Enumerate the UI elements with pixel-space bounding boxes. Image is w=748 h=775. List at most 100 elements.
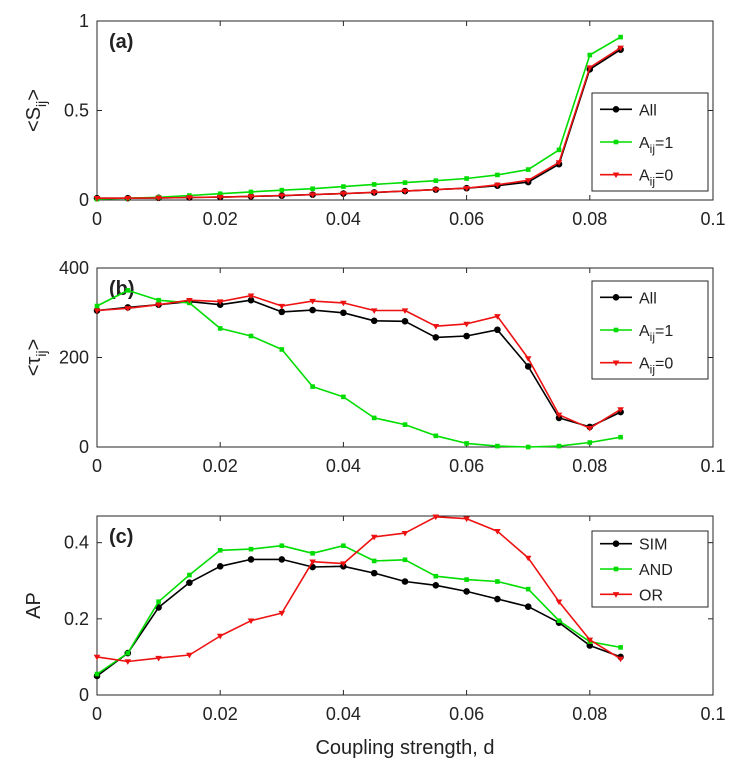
data-point-or	[432, 514, 440, 521]
series-all	[93, 46, 624, 202]
x-tick-label: 0.1	[700, 704, 725, 724]
data-point-sim	[463, 588, 470, 595]
data-point-all	[309, 306, 316, 314]
legend-label-sub: ij	[650, 142, 655, 156]
data-point-aij1	[217, 326, 223, 331]
data-point-sim	[186, 579, 193, 586]
series-line-sim	[96, 558, 621, 677]
legend-label: All	[639, 102, 657, 119]
data-point-and	[371, 558, 377, 564]
series-aij0	[93, 293, 624, 432]
series-line-aij1	[96, 289, 621, 448]
data-point-aij1	[464, 176, 469, 181]
legend-marker	[613, 139, 619, 145]
data-point-all	[278, 308, 286, 316]
legend-label-sub: ij	[650, 175, 655, 189]
legend-item-all: All	[600, 102, 657, 119]
data-point-aij0	[124, 306, 132, 312]
data-point-aij0	[617, 407, 624, 413]
series-and	[94, 543, 623, 677]
data-point-sim	[432, 582, 440, 589]
data-point-aij0	[340, 191, 347, 197]
legend-label: Aij=1	[639, 323, 673, 344]
data-point-aij1	[341, 184, 346, 189]
data-point-aij0	[524, 356, 532, 362]
data-point-and	[618, 645, 623, 650]
x-tick-label: 0.08	[572, 209, 607, 229]
data-point-and	[495, 579, 500, 584]
x-axis-title: Coupling strength, d	[315, 737, 494, 759]
data-point-aij0	[309, 298, 316, 305]
data-point-aij0	[155, 302, 162, 309]
x-tick-label: 0.04	[326, 704, 361, 724]
data-point-aij1	[618, 34, 623, 40]
data-point-and	[341, 543, 346, 549]
y-axis-label: <τij>	[23, 339, 49, 377]
data-point-sim	[370, 569, 378, 577]
data-point-all	[494, 326, 501, 334]
series-line-and	[96, 544, 621, 675]
x-tick-label: 0	[92, 456, 102, 476]
data-point-aij1	[248, 189, 254, 195]
series-sim	[93, 556, 624, 680]
data-point-and	[402, 557, 408, 563]
legend-label-main: SIM	[639, 537, 667, 554]
data-point-or	[524, 555, 532, 562]
series-line-all	[97, 48, 622, 199]
data-point-all	[463, 332, 470, 340]
legend-label: All	[639, 290, 657, 307]
data-point-and	[556, 618, 562, 624]
data-point-aij1	[495, 172, 500, 178]
y-axis-label-close: >	[23, 339, 45, 351]
data-point-aij1	[217, 191, 223, 197]
data-point-aij0	[401, 188, 409, 195]
x-tick-label: 0.02	[203, 704, 238, 724]
data-point-aij1	[525, 444, 531, 450]
data-point-aij0	[586, 426, 594, 432]
data-point-aij0	[186, 298, 193, 304]
data-point-or	[617, 656, 624, 663]
data-point-aij1	[587, 440, 593, 445]
data-point-aij0	[494, 182, 501, 189]
data-point-and	[94, 671, 100, 677]
data-point-sim	[278, 556, 286, 563]
legend-label-suffix: =1	[655, 135, 673, 152]
legend-item-aij0: Aij=0	[600, 356, 673, 377]
y-tick-label: 0	[79, 685, 89, 705]
data-point-aij1	[433, 433, 439, 439]
data-point-aij1	[94, 303, 100, 309]
data-point-or	[586, 637, 594, 644]
data-point-aij1	[371, 415, 377, 421]
data-point-aij1	[279, 347, 285, 352]
y-tick-label: 1	[79, 11, 89, 31]
data-point-aij0	[124, 196, 132, 202]
y-axis-label-close: >	[23, 89, 45, 101]
y-axis-label: AP	[23, 592, 45, 619]
x-tick-label: 0.08	[572, 704, 607, 724]
x-tick-label: 0.02	[203, 456, 238, 476]
y-axis-label-main: <τ	[23, 357, 45, 377]
data-point-aij0	[555, 160, 563, 166]
data-point-aij1	[279, 187, 285, 193]
data-point-aij0	[93, 196, 101, 202]
data-point-aij1	[618, 434, 623, 440]
data-point-aij0	[401, 308, 409, 314]
data-point-aij0	[494, 314, 501, 320]
data-point-aij1	[248, 333, 254, 339]
legend: SIM AND OR	[591, 530, 709, 608]
legend-item-all: All	[600, 290, 657, 307]
legend-label: AND	[639, 562, 673, 579]
x-tick-label: 0	[92, 704, 102, 724]
legend-label-suffix: =0	[655, 356, 673, 373]
legend-marker	[612, 360, 620, 367]
data-point-aij0	[463, 185, 470, 192]
data-point-sim	[401, 578, 409, 585]
y-tick-label: 400	[59, 258, 89, 278]
legend-label: Aij=0	[639, 168, 673, 189]
data-point-or	[494, 529, 501, 535]
data-point-and	[464, 577, 469, 582]
data-point-aij1	[125, 288, 131, 293]
data-point-or	[463, 516, 470, 523]
y-tick-label: 0.4	[64, 533, 89, 553]
y-axis-label: <Sij>	[23, 89, 49, 132]
